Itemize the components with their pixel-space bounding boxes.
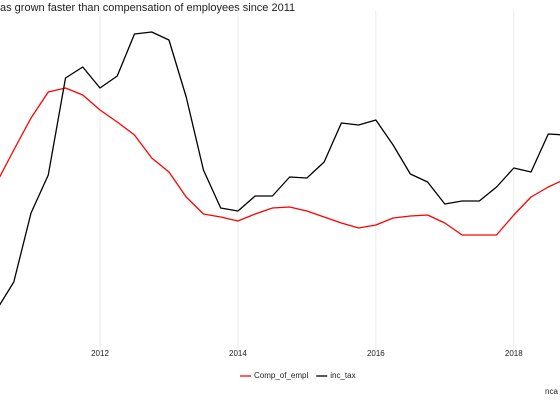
line-series [0,31,560,306]
legend-label: Comp_of_empl [254,371,308,380]
x-tick-label: 2016 [367,349,385,358]
plot-area [0,31,560,306]
x-tick-label: 2018 [505,349,523,358]
caption: nca [545,387,558,396]
x-tick-label: 2012 [91,349,109,358]
line-series [0,87,560,236]
x-tick-label: 2014 [229,349,247,358]
chart-title: as grown faster than compensation of emp… [0,2,295,14]
legend-label: inc_tax [330,371,355,380]
